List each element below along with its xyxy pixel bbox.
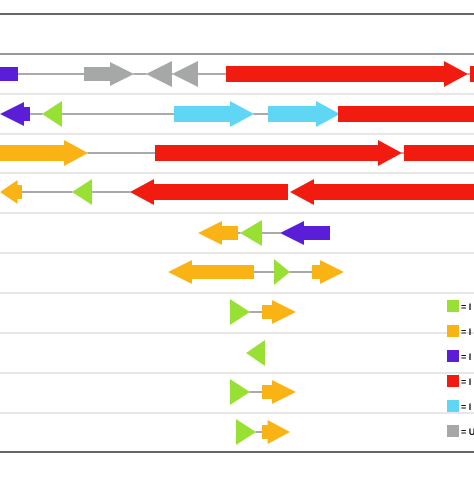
gene-arrow-purple-7	[0, 102, 30, 126]
gene-arrow-cyan-9	[174, 101, 254, 127]
gene-arrow-gray-4	[172, 61, 198, 87]
gene-arrow-green-27	[246, 340, 265, 366]
legend-swatch-cyan	[447, 400, 459, 412]
gene-arrow-orange-24	[312, 260, 344, 284]
legend-swatch-purple	[447, 350, 459, 362]
gene-arrow-orange-12	[0, 140, 88, 166]
legend-label-gray: = U	[461, 427, 474, 437]
gene-arrow-orange-19	[198, 221, 238, 245]
gene-arrow-orange-29	[262, 380, 296, 404]
gene-arrow-purple-21	[280, 221, 330, 245]
legend-label-red: = I	[461, 377, 471, 387]
legend-label-purple: = I	[461, 352, 471, 362]
gene-arrow-gray-3	[146, 61, 172, 87]
gene-arrow-green-25	[230, 299, 250, 325]
gene-arrow-green-30	[236, 419, 256, 445]
legend-label-green: = I	[461, 302, 471, 312]
legend-label-orange: = I	[461, 327, 471, 337]
gene-arrow-red-6	[470, 66, 474, 82]
gene-arrow-red-14	[404, 145, 474, 161]
row-dividers	[0, 93, 474, 414]
legend-label-cyan: = I	[461, 402, 471, 412]
gene-arrow-orange-22	[168, 260, 254, 284]
gene-arrow-green-20	[240, 220, 262, 246]
legend-swatch-red	[447, 375, 459, 387]
gene-arrow-green-8	[42, 101, 62, 127]
gene-arrow-green-16	[72, 179, 92, 205]
gene-arrow-red-5	[226, 61, 468, 87]
gene-arrow-cyan-10	[268, 101, 340, 127]
legend: = I = I = I = I = I = U	[447, 300, 474, 437]
gene-arrow-orange-26	[262, 300, 296, 324]
legend-swatch-gray	[447, 425, 459, 437]
gene-arrow-green-23	[274, 259, 290, 285]
legend-swatch-orange	[447, 325, 459, 337]
gene-arrow-purple-1	[0, 67, 18, 81]
gene-arrow-red-11	[338, 106, 474, 122]
gene-arrows	[0, 61, 474, 445]
gene-arrow-red-13	[155, 140, 402, 166]
gene-arrow-gray-2	[84, 62, 134, 86]
gene-arrow-orange-31	[262, 420, 290, 444]
gene-arrow-green-28	[230, 379, 250, 405]
gene-arrow-orange-15	[0, 180, 22, 204]
gene-arrow-red-18	[290, 179, 474, 205]
legend-swatch-green	[447, 300, 459, 312]
gene-arrow-red-17	[130, 179, 288, 205]
